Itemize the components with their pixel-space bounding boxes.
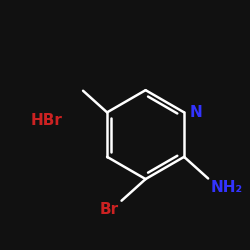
Text: N: N [189,105,202,120]
Text: NH₂: NH₂ [211,180,243,195]
Text: HBr: HBr [31,113,63,128]
Text: Br: Br [100,202,119,217]
